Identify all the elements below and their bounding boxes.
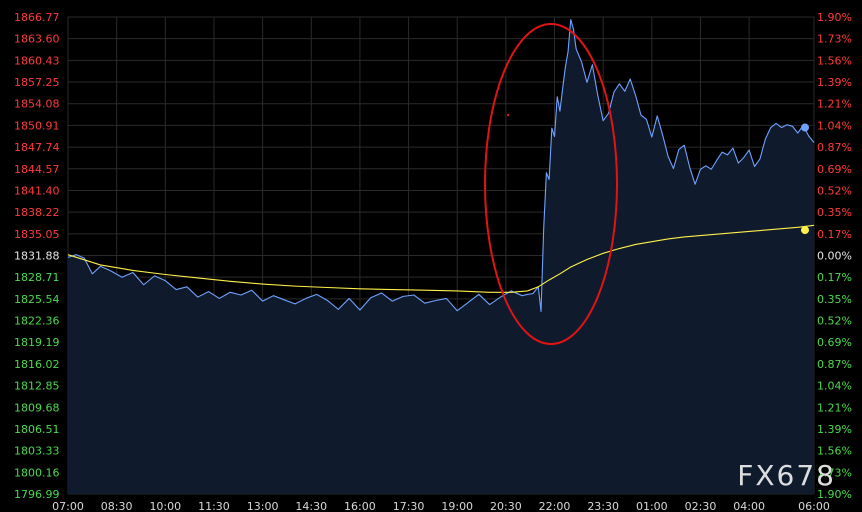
y-left-tick-label: 1796.99 [14, 488, 60, 501]
y-left-tick-label: 1806.51 [14, 423, 60, 436]
price-line [67, 18, 815, 312]
y-left-tick-label: 1831.88 [14, 250, 60, 263]
x-tick-label: 20:30 [490, 500, 522, 512]
average-end-marker [801, 226, 809, 235]
y-right-tick-label: 1.21% [817, 98, 852, 111]
y-left-tick-label: 1866.77 [14, 11, 60, 24]
average-line [67, 224, 815, 293]
y-left-tick-label: 1850.91 [14, 119, 60, 132]
x-tick-label: 11:30 [198, 500, 230, 512]
y-right-tick-label: 0.35% [817, 206, 852, 219]
y-left-tick-label: 1816.02 [14, 358, 60, 371]
y-right-tick-label: 0.35% [817, 293, 852, 306]
y-right-tick-label: 1.56% [817, 54, 852, 67]
x-tick-label: 17:30 [393, 500, 425, 512]
x-tick-label: 23:30 [587, 500, 619, 512]
y-left-tick-label: 1828.71 [14, 271, 60, 284]
y-right-tick-label: 1.73% [817, 33, 852, 46]
price-area [68, 19, 814, 495]
x-tick-label: 04:00 [733, 500, 765, 512]
y-left-tick-label: 1838.22 [14, 206, 60, 219]
y-right-tick-label: 1.39% [817, 76, 852, 89]
y-left-tick-label: 1819.19 [14, 336, 60, 349]
right-percent-axis: 1.90% 1.73% 1.56% 1.39% 1.21% 1.04% 0.87% 0.69%… [817, 11, 852, 501]
x-tick-label: 14:30 [295, 500, 327, 512]
y-left-tick-label: 1822.36 [14, 315, 60, 328]
y-left-tick-label: 1803.33 [14, 445, 60, 458]
y-right-tick-label: 0.17% [817, 228, 852, 241]
x-tick-label: 08:30 [101, 500, 133, 512]
x-tick-label: 16:00 [344, 500, 376, 512]
left-price-axis: 1866.77 1863.60 1860.43 1857.25 1854.08 1850.… [14, 11, 60, 501]
y-right-tick-label: 0.87% [817, 141, 852, 154]
y-right-tick-label: 1.90% [817, 11, 852, 24]
price-lines [67, 18, 815, 312]
y-right-tick-label: 0.52% [817, 315, 852, 328]
y-left-tick-label: 1800.16 [14, 466, 60, 479]
price-end-marker [801, 123, 809, 132]
y-left-tick-label: 1857.25 [14, 76, 60, 89]
x-tick-label: 13:00 [247, 500, 279, 512]
x-tick-label: 22:00 [539, 500, 571, 512]
x-tick-label: 01:00 [636, 500, 668, 512]
x-tick-label: 06:00 [798, 500, 830, 512]
y-right-tick-label: 0.00% [817, 250, 852, 263]
y-right-tick-label: 1.90% [817, 488, 852, 501]
y-right-tick-label: 1.73% [817, 466, 852, 479]
y-left-tick-label: 1854.08 [14, 98, 60, 111]
price-area-fill [68, 19, 814, 495]
y-right-tick-label: 1.56% [817, 445, 852, 458]
x-tick-label: 19:00 [441, 500, 473, 512]
y-left-tick-label: 1863.60 [14, 33, 60, 46]
y-left-tick-label: 1825.54 [14, 293, 60, 306]
y-left-tick-label: 1835.05 [14, 228, 60, 241]
y-right-tick-label: 0.17% [817, 271, 852, 284]
stray-dot [506, 113, 510, 117]
y-left-tick-label: 1860.43 [14, 54, 60, 67]
x-tick-label: 02:30 [685, 500, 717, 512]
y-right-tick-label: 0.69% [817, 336, 852, 349]
x-tick-label: 10:00 [149, 500, 181, 512]
y-right-tick-label: 1.04% [817, 380, 852, 393]
y-left-tick-label: 1841.40 [14, 184, 60, 197]
y-right-tick-label: 1.21% [817, 401, 852, 414]
y-right-tick-label: 0.69% [817, 163, 852, 176]
time-axis: 07:00 08:30 10:00 11:30 13:00 14:30 16:00 17:30… [52, 500, 830, 512]
highlight-ellipse [484, 23, 618, 345]
y-left-tick-label: 1847.74 [14, 141, 60, 154]
y-right-tick-label: 0.87% [817, 358, 852, 371]
annotations [484, 23, 618, 345]
x-tick-label: 07:00 [52, 500, 84, 512]
y-left-tick-label: 1809.68 [14, 401, 60, 414]
y-left-tick-label: 1812.85 [14, 380, 60, 393]
y-left-tick-label: 1844.57 [14, 163, 60, 176]
y-right-tick-label: 0.52% [817, 184, 852, 197]
y-right-tick-label: 1.39% [817, 423, 852, 436]
y-right-tick-label: 1.04% [817, 119, 852, 132]
